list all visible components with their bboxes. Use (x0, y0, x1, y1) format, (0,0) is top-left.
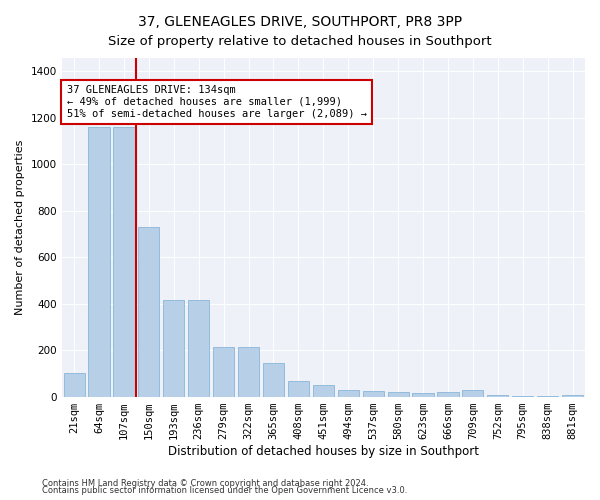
Bar (188, 300, 209, 396)
Bar (313, 385, 334, 396)
Text: Contains public sector information licensed under the Open Government Licence v3: Contains public sector information licen… (42, 486, 407, 495)
Bar (462, 390, 484, 396)
Bar (338, 390, 359, 396)
Bar (163, 300, 184, 396)
Text: Contains HM Land Registry data © Crown copyright and database right 2024.: Contains HM Land Registry data © Crown c… (42, 478, 368, 488)
Bar (388, 392, 409, 396)
Bar (238, 346, 259, 397)
Bar (64, 374, 85, 396)
Bar (437, 392, 458, 396)
Bar (412, 393, 434, 396)
Bar (88, 127, 110, 396)
Bar (362, 391, 384, 396)
Text: 37 GLENEAGLES DRIVE: 134sqm
← 49% of detached houses are smaller (1,999)
51% of : 37 GLENEAGLES DRIVE: 134sqm ← 49% of det… (67, 86, 367, 118)
Y-axis label: Number of detached properties: Number of detached properties (15, 140, 25, 314)
Bar (213, 346, 234, 397)
Bar (113, 127, 134, 396)
Bar (288, 382, 309, 396)
Text: Size of property relative to detached houses in Southport: Size of property relative to detached ho… (108, 35, 492, 48)
Bar (138, 227, 160, 396)
Text: 37, GLENEAGLES DRIVE, SOUTHPORT, PR8 3PP: 37, GLENEAGLES DRIVE, SOUTHPORT, PR8 3PP (138, 15, 462, 29)
X-axis label: Distribution of detached houses by size in Southport: Distribution of detached houses by size … (168, 444, 479, 458)
Bar (263, 363, 284, 396)
